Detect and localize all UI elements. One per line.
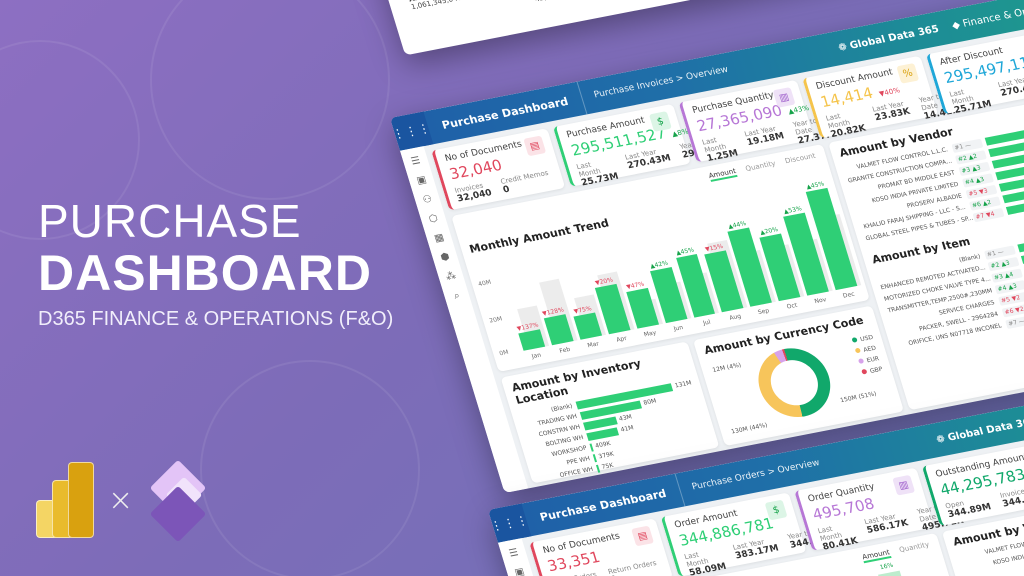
power-apps-logo-icon [147,459,209,543]
donut-label: 12M (4%) [711,361,743,374]
ms-d365-logo: ◆ Finance & Operations [950,0,1024,32]
y-tick: 0M [498,348,510,358]
bar-value: 75K [600,461,615,471]
document-icon: ▤ [631,525,655,547]
tab-amount[interactable]: Amount [707,167,738,182]
rank-badge: #7 ▼4 [972,207,1005,222]
month-label: Nov [813,296,828,306]
brand-logo: ❁ Global Data 365 [934,415,1024,446]
hero-line-1: PURCHASE [38,195,302,247]
hamburger-menu-icon[interactable]: ☰ [507,547,520,560]
table-icon[interactable]: ▦ [432,232,446,245]
y-tick: 40M [477,278,493,289]
month-label: Dec [842,290,856,300]
tab-quantity[interactable]: Quantity [898,540,931,555]
donut-label: 150M (51%) [839,390,878,405]
current-year-bar [518,329,546,351]
money-bag-icon: $ [764,499,788,521]
discount-tag-icon: % [896,63,920,84]
logos-row: × [36,459,209,543]
money-bag-icon: $ [648,111,672,132]
power-bi-logo-icon [36,462,94,538]
brand-logo: ❁ Global Data 365 [836,23,941,54]
bar-value: 80M [642,397,658,407]
month-label: Oct [785,301,799,311]
hero-line-2: DASHBOARD [38,245,372,301]
donut-label: 130M (44%) [730,421,769,436]
month-label: Feb [558,346,572,355]
currency-donut-chart[interactable] [749,342,840,424]
currency-legend: USD AED EUR GBP [851,332,884,378]
month-label: Sep [757,307,771,317]
dashboard-screenshot-main: ⋮⋮⋮ Purchase Dashboard Purchase Invoices… [390,0,1024,494]
document-icon: ▤ [523,135,547,157]
tab-amount[interactable]: Amount [861,548,892,564]
bar-pct: 16% [879,561,895,572]
boxes-icon: ▥ [892,474,916,496]
hero-title-block: PURCHASE DASHBOARD D365 FINANCE & OPERAT… [38,196,393,331]
tab-quantity[interactable]: Quantity [744,159,777,173]
cube-icon[interactable]: ⬢ [439,251,452,264]
hierarchy-icon[interactable]: ⁂ [444,270,458,284]
bar-value: 43M [618,413,633,423]
month-label: May [642,329,658,339]
times-icon: × [108,482,134,518]
tab-discount[interactable]: Discount [784,151,817,166]
month-label: Jun [672,324,685,333]
month-label: Apr [615,335,628,344]
chart-icon[interactable]: ▣ [415,174,428,187]
bg-hex-decoration [200,360,420,576]
users-icon[interactable]: ⚇ [421,193,434,206]
y-tick: 20M [488,315,504,325]
hero-subtitle: D365 FINANCE & OPERATIONS (F&O) [38,308,394,330]
top-item: 2025295,511,527202642,319,865 [527,0,580,3]
month-label: Jan [530,351,543,361]
box-icon[interactable]: ⬡ [427,212,440,226]
bg-hex-decoration [150,0,390,200]
boxes-icon: ▥ [772,87,796,108]
month-label: Aug [728,312,743,322]
hamburger-menu-icon[interactable]: ☰ [409,155,422,168]
chart-icon[interactable]: ▣ [513,566,526,576]
month-label: Mar [586,340,600,350]
search-icon[interactable]: ⌕ [452,290,462,302]
month-label: Jul [702,318,712,327]
trend-tabs: Amount Quantity [861,541,930,564]
bar-value: 41M [619,424,635,434]
